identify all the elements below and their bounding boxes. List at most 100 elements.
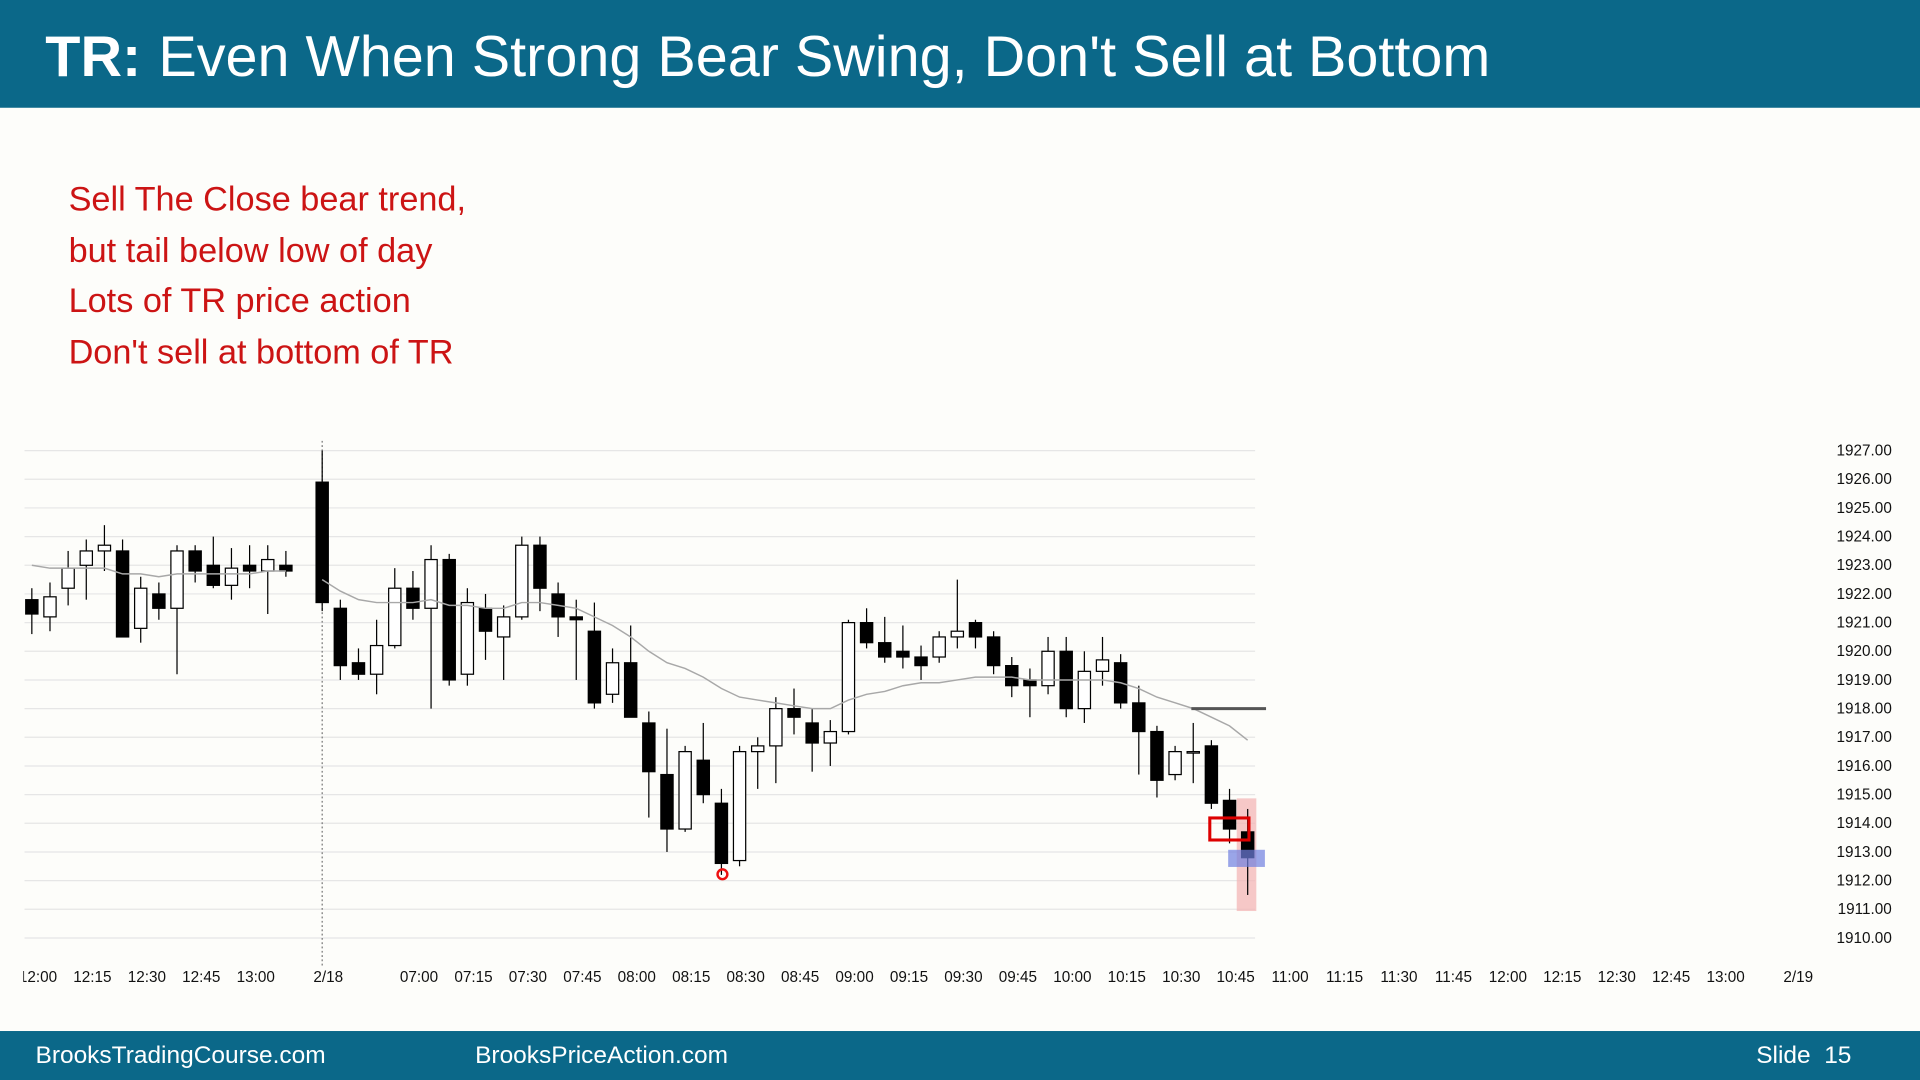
footer-bar	[0, 1031, 1920, 1080]
candle-body	[678, 751, 692, 830]
x-tick-label: 08:15	[672, 969, 710, 986]
moving-average	[31, 564, 1249, 741]
notes: Sell The Close bear trend, but tail belo…	[69, 181, 466, 372]
candle-body	[932, 636, 946, 658]
candle-body	[878, 642, 892, 658]
x-tick-label: 12:15	[1543, 969, 1581, 986]
slide-title: TR: Even When Strong Bear Swing, Don't Se…	[45, 25, 1490, 89]
low-marker	[716, 868, 729, 881]
y-tick-label: 1912.00	[1837, 873, 1892, 890]
x-axis: 12:00 12:15 12:30 12:45 13:00 2/18 07:00 07:15 0…	[19, 969, 1813, 986]
candle-body	[43, 596, 57, 618]
candle-body	[1150, 730, 1164, 781]
x-tick-label: 08:00	[618, 969, 656, 986]
candle-body	[133, 587, 148, 629]
x-tick-label: 12:15	[73, 969, 111, 986]
candle-body	[424, 558, 438, 609]
candle-body	[805, 722, 819, 744]
candle-body	[750, 745, 765, 753]
candle-body	[224, 567, 239, 586]
x-tick-label: 11:45	[1435, 969, 1472, 986]
x-tick-label: 07:30	[509, 969, 547, 986]
x-tick-label: 12:45	[1652, 969, 1690, 986]
candle-body	[460, 601, 475, 675]
y-tick-label: 1918.00	[1837, 701, 1892, 718]
x-tick-label: 10:45	[1217, 969, 1255, 986]
slide-number: Slide 15	[1756, 1042, 1851, 1069]
candle-body	[1186, 751, 1200, 754]
candle-body	[1077, 670, 1092, 710]
y-tick-label: 1911.00	[1838, 901, 1892, 918]
candle-body	[986, 636, 1001, 667]
x-tick-label: 13:00	[1706, 969, 1744, 986]
x-tick-label: 09:00	[835, 969, 873, 986]
candle-body	[279, 564, 293, 572]
x-tick-label: 2/19	[1783, 969, 1813, 986]
candle-body	[1204, 745, 1219, 804]
candle-body	[351, 662, 366, 675]
y-tick-label: 1919.00	[1837, 672, 1892, 689]
candle-body	[1222, 799, 1237, 830]
y-tick-label: 1913.00	[1837, 844, 1892, 861]
title-text: Even When Strong Bear Swing, Don't Sell …	[158, 25, 1490, 89]
candle-body	[841, 622, 856, 733]
candle-body	[188, 550, 202, 572]
candle-body	[660, 773, 674, 830]
chart: 1910.00 1911.00 1912.00 1913.00 1914.00 1915.…	[19, 440, 1892, 986]
candle-body	[388, 587, 402, 647]
candle-body	[1041, 650, 1055, 687]
note-line: Lots of TR price action	[69, 282, 411, 320]
x-tick-label: 12:00	[1489, 969, 1527, 986]
candle-body	[333, 607, 348, 667]
y-tick-label: 1914.00	[1837, 815, 1892, 832]
candle-body	[1005, 665, 1019, 687]
candle-body	[369, 644, 384, 675]
candle-body	[1132, 702, 1146, 733]
y-tick-label: 1923.00	[1837, 557, 1892, 574]
candle-body	[769, 708, 783, 747]
y-tick-label: 1916.00	[1837, 758, 1892, 775]
candle-body	[569, 616, 583, 621]
y-tick-label: 1927.00	[1837, 443, 1892, 460]
x-tick-label: 12:30	[1598, 969, 1636, 986]
candle-body	[406, 587, 420, 609]
candle-body	[115, 550, 130, 638]
note-line: Don't sell at bottom of TR	[69, 334, 454, 372]
x-tick-label: 07:45	[563, 969, 601, 986]
x-tick-label: 07:00	[400, 969, 438, 986]
x-tick-label: 12:45	[182, 969, 220, 986]
candle-body	[79, 550, 94, 566]
signal-box	[1208, 816, 1251, 842]
x-tick-label: 09:15	[890, 969, 928, 986]
y-tick-label: 1910.00	[1837, 930, 1892, 947]
note-line: but tail below low of day	[69, 232, 434, 270]
candle-body	[261, 558, 275, 572]
candle-body	[315, 481, 329, 604]
candle-body	[242, 564, 257, 572]
candle-body	[823, 730, 838, 744]
x-tick-label: 11:30	[1380, 969, 1417, 986]
x-tick-label: 10:00	[1053, 969, 1091, 986]
candle-body	[478, 607, 493, 632]
y-tick-label: 1926.00	[1837, 471, 1892, 488]
candle-body	[25, 599, 39, 615]
candle-body	[533, 544, 547, 589]
candle-body	[1023, 679, 1037, 687]
y-tick-label: 1920.00	[1837, 643, 1892, 660]
candle-body	[1095, 659, 1110, 672]
candle-body	[61, 567, 75, 589]
footer-link: BrooksPriceAction.com	[475, 1042, 728, 1069]
footer-link: BrooksTradingCourse.com	[36, 1042, 326, 1069]
x-tick-label: 07:15	[454, 969, 492, 986]
x-tick-label: 08:30	[727, 969, 765, 986]
candle-body	[642, 722, 656, 773]
title-bar	[0, 0, 1920, 108]
candle-body	[623, 662, 638, 718]
y-tick-label: 1915.00	[1837, 787, 1892, 804]
x-tick-label: 2/18	[313, 969, 343, 986]
candle-body	[914, 656, 928, 667]
x-tick-label: 12:00	[19, 969, 57, 986]
